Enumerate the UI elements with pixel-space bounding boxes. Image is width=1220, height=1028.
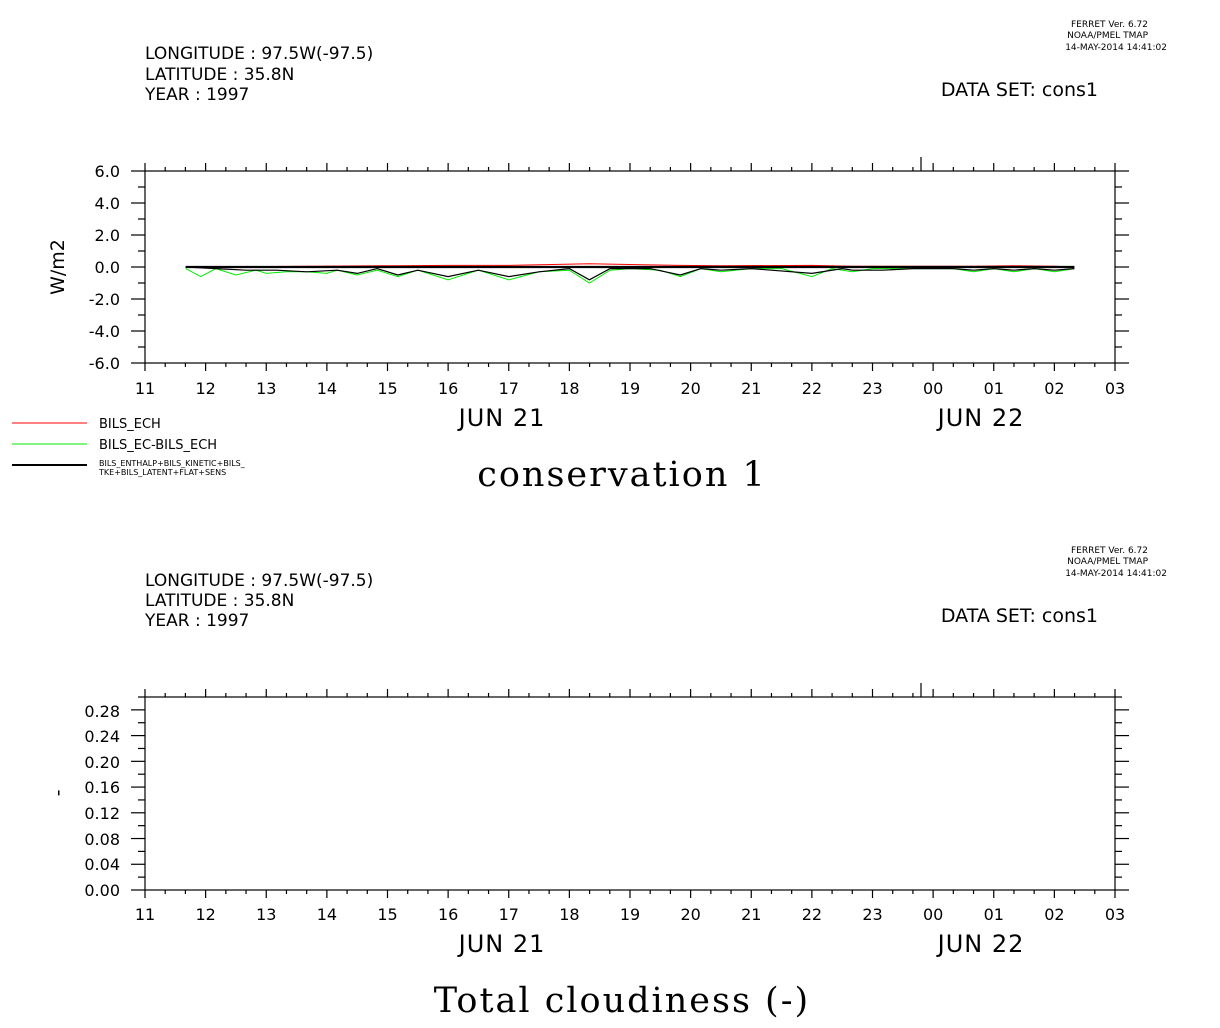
y-tick-label: 0.28 — [84, 702, 120, 721]
y-tick-label: 4.0 — [95, 194, 120, 213]
x-tick-label: 20 — [680, 905, 700, 924]
x-tick-label: 22 — [802, 905, 822, 924]
ferret-timestamp: 14-MAY-2014 14:41:02 — [1065, 43, 1167, 53]
y-axis-label: W/m2 — [47, 239, 69, 295]
y-tick-label: 6.0 — [95, 162, 120, 181]
tick-marks — [131, 163, 1129, 371]
x-tick-label: 12 — [195, 379, 215, 398]
x-tick-label: 23 — [862, 379, 882, 398]
ferret-org: NOAA/PMEL TMAP — [1067, 31, 1148, 41]
x-tick-group: 11 12 13 14 15 16 17 18 19 20 21 22 23 00 01 02 03 — [135, 379, 1125, 398]
x-tick-label: 11 — [135, 905, 155, 924]
x-tick-label: 01 — [984, 379, 1004, 398]
x-tick-label: 19 — [620, 905, 640, 924]
y-tick-label: 0.04 — [84, 855, 120, 874]
x-tick-group: 11 12 13 14 15 16 17 18 19 20 21 22 23 00 01 02 03 — [135, 905, 1125, 924]
y-tick-label: 0.24 — [84, 727, 120, 746]
ferret-org: NOAA/PMEL TMAP — [1067, 557, 1148, 567]
x-tick-label: 17 — [499, 379, 519, 398]
y-tick-label: -6.0 — [89, 354, 120, 373]
y-tick-label: 0.00 — [84, 881, 120, 900]
x-tick-label: 00 — [923, 379, 943, 398]
x-tick-label: 11 — [135, 379, 155, 398]
x-tick-label: 16 — [438, 379, 458, 398]
x-tick-label: 15 — [377, 905, 397, 924]
panel-conservation: FERRET Ver. 6.72 NOAA/PMEL TMAP 14-MAY-2… — [12, 20, 1167, 495]
legend-label: TKE+BILS_LATENT+FLAT+SENS — [98, 468, 226, 477]
x-tick-label: 23 — [862, 905, 882, 924]
x-tick-label: 12 — [195, 905, 215, 924]
header-year: YEAR : 1997 — [144, 611, 249, 631]
y-tick-label: 0.12 — [84, 804, 120, 823]
plot-frame — [144, 696, 1116, 891]
x-tick-label: 14 — [317, 905, 337, 924]
series-line-bils-ech — [185, 263, 1075, 268]
x-tick-label: 02 — [1044, 905, 1064, 924]
ferret-version: FERRET Ver. 6.72 — [1071, 20, 1148, 30]
date-label: JUN 22 — [936, 404, 1025, 432]
y-tick-label: -4.0 — [89, 322, 120, 341]
dataset-label: DATA SET: cons1 — [941, 605, 1098, 627]
header-longitude: LONGITUDE : 97.5W(-97.5) — [145, 571, 373, 591]
legend-label: BILS_EC-BILS_ECH — [99, 438, 217, 453]
y-tick-label: 2.0 — [95, 226, 120, 245]
x-tick-label: 13 — [256, 379, 276, 398]
x-tick-label: 16 — [438, 905, 458, 924]
y-axis-label: - — [47, 790, 69, 797]
header-year: YEAR : 1997 — [144, 85, 249, 105]
y-tick-label: 0.08 — [84, 830, 120, 849]
x-tick-label: 03 — [1105, 379, 1125, 398]
x-tick-label: 01 — [984, 905, 1004, 924]
x-tick-label: 03 — [1105, 905, 1125, 924]
ferret-version: FERRET Ver. 6.72 — [1071, 546, 1148, 556]
legend: BILS_ECH BILS_EC-BILS_ECH BILS_ENTHALP+B… — [12, 417, 246, 477]
x-tick-label: 22 — [802, 379, 822, 398]
chart-title: Total cloudiness (-) — [434, 981, 810, 1021]
x-tick-label: 20 — [680, 379, 700, 398]
date-label: JUN 21 — [457, 404, 546, 432]
x-tick-label: 02 — [1044, 379, 1064, 398]
date-label: JUN 21 — [457, 930, 546, 958]
ferret-timestamp: 14-MAY-2014 14:41:02 — [1065, 569, 1167, 579]
x-tick-label: 21 — [741, 905, 761, 924]
x-tick-label: 18 — [559, 379, 579, 398]
header-longitude: LONGITUDE : 97.5W(-97.5) — [145, 44, 373, 64]
x-tick-label: 15 — [377, 379, 397, 398]
series-line-sum — [185, 266, 1075, 281]
y-tick-label: 0.0 — [95, 258, 120, 277]
series-group — [185, 263, 1075, 284]
legend-label: BILS_ENTHALP+BILS_KINETIC+BILS_ — [99, 459, 246, 468]
y-tick-label: 0.20 — [84, 753, 120, 772]
y-tick-group: 6.0 4.0 2.0 0.0 -2.0 -4.0 -6.0 — [89, 162, 120, 373]
y-tick-label: -2.0 — [89, 290, 120, 309]
x-tick-label: 17 — [499, 905, 519, 924]
dataset-label: DATA SET: cons1 — [941, 79, 1098, 101]
header-latitude: LATITUDE : 35.8N — [145, 65, 294, 85]
x-tick-label: 14 — [317, 379, 337, 398]
x-tick-label: 00 — [923, 905, 943, 924]
y-tick-label: 0.16 — [84, 778, 120, 797]
chart-title: conservation 1 — [477, 455, 767, 495]
legend-label: BILS_ECH — [99, 417, 161, 432]
y-tick-group: 0.28 0.24 0.20 0.16 0.12 0.08 0.04 0.00 — [84, 702, 120, 900]
x-tick-label: 21 — [741, 379, 761, 398]
header-latitude: LATITUDE : 35.8N — [145, 591, 294, 611]
x-tick-label: 19 — [620, 379, 640, 398]
x-tick-label: 18 — [559, 905, 579, 924]
x-tick-label: 13 — [256, 905, 276, 924]
date-label: JUN 22 — [936, 930, 1025, 958]
panel-cloudiness: FERRET Ver. 6.72 NOAA/PMEL TMAP 14-MAY-2… — [47, 546, 1167, 1021]
tick-marks — [131, 689, 1129, 898]
